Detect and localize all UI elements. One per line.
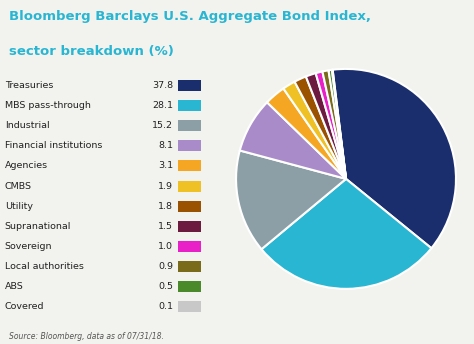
Bar (178, 261, 201, 272)
Bar (178, 80, 201, 91)
Bar (178, 221, 201, 232)
Wedge shape (283, 82, 346, 179)
Wedge shape (262, 179, 431, 289)
Wedge shape (236, 150, 346, 249)
Text: MBS pass-through: MBS pass-through (5, 101, 91, 110)
Text: 37.8: 37.8 (152, 81, 173, 90)
Bar (178, 160, 201, 172)
Bar (178, 241, 201, 252)
Text: 1.9: 1.9 (158, 182, 173, 191)
Text: 0.1: 0.1 (158, 302, 173, 311)
Bar (178, 201, 201, 212)
Text: Financial institutions: Financial institutions (5, 141, 102, 150)
Text: Source: Bloomberg, data as of 07/31/18.: Source: Bloomberg, data as of 07/31/18. (9, 332, 164, 341)
Text: sector breakdown (%): sector breakdown (%) (9, 45, 174, 58)
Text: 1.5: 1.5 (158, 222, 173, 231)
Wedge shape (306, 73, 346, 179)
Text: 0.9: 0.9 (158, 262, 173, 271)
Text: Supranational: Supranational (5, 222, 71, 231)
Wedge shape (316, 72, 346, 179)
Text: Utility: Utility (5, 202, 33, 211)
Bar (178, 100, 201, 111)
Text: 0.5: 0.5 (158, 282, 173, 291)
Wedge shape (332, 70, 346, 179)
Bar (178, 301, 201, 312)
Text: Industrial: Industrial (5, 121, 49, 130)
Text: ABS: ABS (5, 282, 24, 291)
Text: 28.1: 28.1 (152, 101, 173, 110)
Bar (178, 120, 201, 131)
Bar (178, 140, 201, 151)
Wedge shape (322, 70, 346, 179)
Wedge shape (328, 70, 346, 179)
Text: 3.1: 3.1 (158, 161, 173, 171)
Wedge shape (333, 69, 456, 248)
Wedge shape (295, 76, 346, 179)
Text: Treasuries: Treasuries (5, 81, 53, 90)
Text: CMBS: CMBS (5, 182, 32, 191)
Text: Sovereign: Sovereign (5, 242, 52, 251)
Wedge shape (240, 102, 346, 179)
Text: 1.8: 1.8 (158, 202, 173, 211)
Text: Covered: Covered (5, 302, 44, 311)
Wedge shape (267, 88, 346, 179)
Text: 15.2: 15.2 (152, 121, 173, 130)
Text: 8.1: 8.1 (158, 141, 173, 150)
Text: Agencies: Agencies (5, 161, 48, 171)
Bar (178, 181, 201, 192)
Text: Local authorities: Local authorities (5, 262, 83, 271)
Text: 1.0: 1.0 (158, 242, 173, 251)
Text: Bloomberg Barclays U.S. Aggregate Bond Index,: Bloomberg Barclays U.S. Aggregate Bond I… (9, 10, 372, 23)
Bar (178, 281, 201, 292)
